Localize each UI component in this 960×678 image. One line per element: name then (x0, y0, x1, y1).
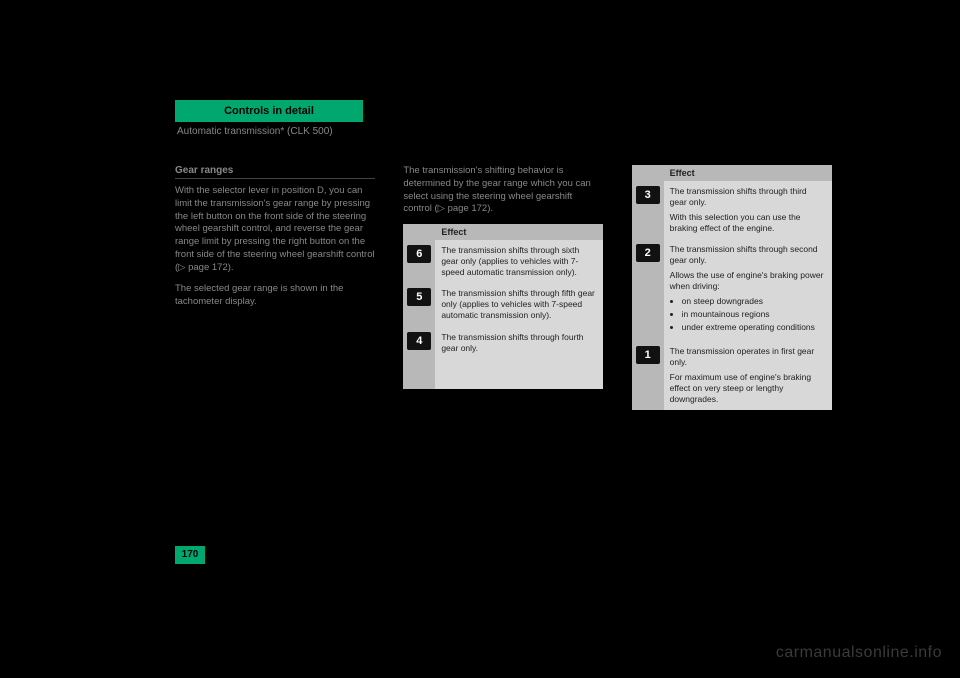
gear-range-table: Effect 6 The transmission shifts through… (403, 224, 603, 388)
bullet-item: under extreme operating conditions (682, 322, 826, 333)
table-row: 5 The transmission shifts through fifth … (403, 283, 603, 326)
page-number: 170 (175, 546, 205, 564)
gear-5-desc: The transmission shifts through fifth ge… (435, 283, 603, 326)
gear-2-desc: The transmission shifts through second g… (664, 239, 832, 340)
table-row: 3 The transmission shifts through third … (632, 181, 832, 239)
column-3: Effect 3 The transmission shifts through… (632, 165, 850, 410)
column-2: The transmission's shifting behavior is … (403, 165, 621, 410)
gear-3-desc: The transmission shifts through third ge… (664, 181, 832, 239)
gear-1-desc: The transmission operates in first gear … (664, 341, 832, 410)
bullet-item: on steep downgrades (682, 296, 826, 307)
section-header: Controls in detail (175, 100, 363, 122)
gear-2-icon: 2 (636, 244, 660, 262)
watermark: carmanualsonline.info (776, 644, 942, 662)
gear-3-icon: 3 (636, 186, 660, 204)
table-header-effect: Effect (664, 165, 832, 181)
gear-1-icon: 1 (636, 346, 660, 364)
table-header-effect: Effect (435, 224, 603, 240)
section-subheader: Automatic transmission* (CLK 500) (177, 126, 850, 137)
body-paragraph: The selected gear range is shown in the … (175, 283, 375, 309)
table-row: 6 The transmission shifts through sixth … (403, 240, 603, 283)
gear-4-icon: 4 (407, 332, 431, 350)
gear-ranges-title: Gear ranges (175, 165, 375, 179)
manual-page: Controls in detail Automatic transmissio… (175, 100, 850, 410)
body-paragraph: The transmission's shifting behavior is … (403, 165, 603, 216)
body-paragraph: With the selector lever in position D, y… (175, 185, 375, 275)
gear-6-desc: The transmission shifts through sixth ge… (435, 240, 603, 283)
gear-range-table: Effect 3 The transmission shifts through… (632, 165, 832, 410)
table-row: 1 The transmission operates in first gea… (632, 341, 832, 410)
table-row: 4 The transmission shifts through fourth… (403, 327, 603, 389)
gear-6-icon: 6 (407, 245, 431, 263)
table-row: 2 The transmission shifts through second… (632, 239, 832, 340)
content-columns: Gear ranges With the selector lever in p… (175, 165, 850, 410)
column-1: Gear ranges With the selector lever in p… (175, 165, 393, 410)
gear-5-icon: 5 (407, 288, 431, 306)
bullet-item: in mountainous regions (682, 309, 826, 320)
gear-4-desc: The transmission shifts through fourth g… (435, 327, 603, 389)
